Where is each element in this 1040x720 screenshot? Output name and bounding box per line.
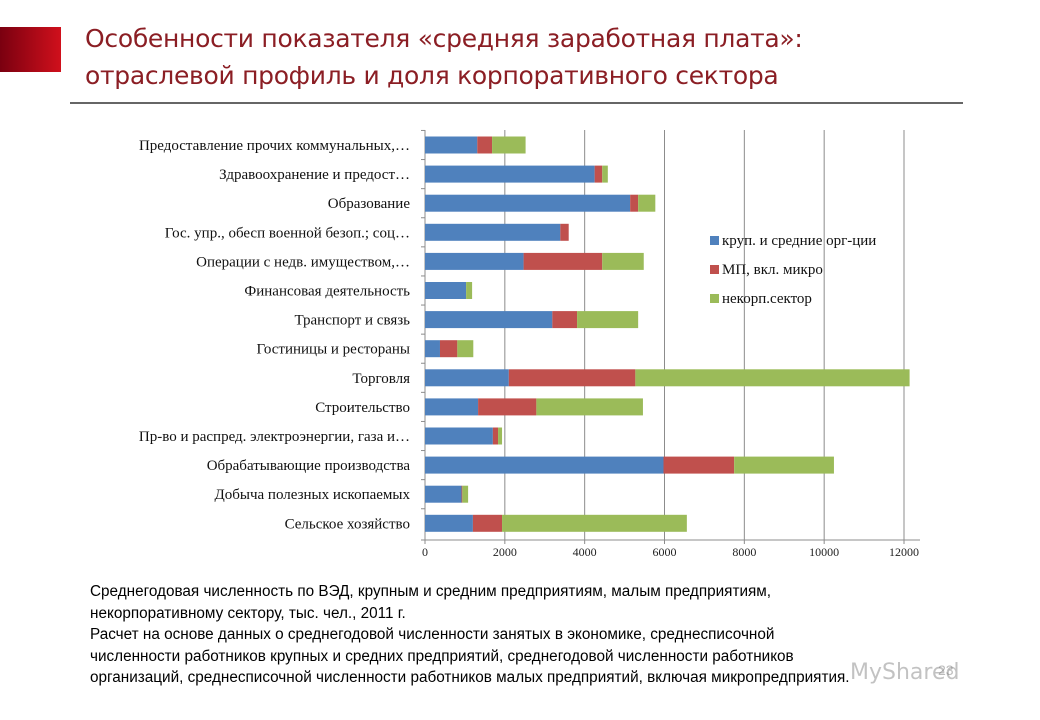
bar-segment-1 [425, 252, 524, 270]
bar-segment-1 [425, 282, 467, 299]
x-tick-label: 4000 [573, 545, 597, 559]
x-tick-label: 12000 [889, 545, 919, 559]
bar-segment-3 [635, 369, 910, 387]
bar-segment-3 [498, 427, 503, 445]
category-label: Операции с недв. имуществом,… [196, 254, 410, 270]
bar-segment-2 [461, 485, 463, 503]
chart-notes: Среднегодовая численность по ВЭД, крупны… [90, 581, 1030, 689]
bar-segment-2 [523, 252, 603, 270]
legend-swatch [710, 294, 719, 303]
page-number: 23 [938, 662, 954, 678]
bar-segment-2 [508, 369, 636, 387]
category-label: Обрабатывающие производства [207, 458, 411, 474]
category-label: Гос. упр., обесп военной безоп.; соц… [165, 225, 410, 241]
bar-segment-1 [425, 485, 462, 503]
note-line: организаций, среднесписочной численности… [90, 669, 850, 686]
bar-segment-2 [477, 136, 493, 154]
bar-segment-3 [577, 311, 639, 329]
bar-segment-1 [425, 311, 553, 329]
bar-segment-1 [425, 165, 595, 183]
category-label: Образование [328, 196, 411, 212]
bar-segment-1 [425, 369, 509, 387]
bar-segment-1 [425, 398, 479, 416]
title-divider [70, 102, 963, 104]
category-label: Сельское хозяйство [285, 516, 410, 532]
x-tick-label: 2000 [493, 545, 517, 559]
bar-segment-2 [663, 456, 735, 474]
x-tick-label: 8000 [732, 545, 756, 559]
note-line: некорпоративному сектору, тыс. чел., 201… [90, 604, 406, 622]
bar-segment-3 [536, 398, 643, 416]
legend-label: МП, вкл. микро [722, 262, 823, 278]
x-tick-label: 0 [422, 545, 428, 559]
category-label: Здравоохранение и предост… [219, 167, 410, 183]
bar-segment-3 [638, 194, 656, 212]
stacked-bar-chart: Предоставление прочих коммунальных,… Здра… [139, 129, 920, 559]
category-label: Гостиницы и рестораны [257, 342, 410, 358]
bar-segment-1 [425, 456, 664, 474]
bar-segment-2 [594, 165, 603, 183]
legend-label: некорп.сектор [722, 291, 812, 307]
category-label: Финансовая деятельность [244, 284, 410, 300]
bar-segment-1 [425, 136, 478, 154]
bar-segment-1 [425, 223, 561, 241]
bar-segment-1 [425, 514, 473, 532]
bar-segment-3 [602, 252, 644, 270]
note-line: Среднегодовая численность по ВЭД, крупны… [90, 583, 772, 600]
watermark-logo: MyShared [850, 660, 960, 685]
bar-segment-3 [466, 282, 473, 299]
bar-segment-3 [502, 514, 687, 532]
bar-segment-2 [478, 398, 537, 416]
note-line: Расчет на основе данных о среднегодовой … [90, 626, 775, 643]
page-title-line1: Особенности показателя «средняя заработн… [85, 24, 803, 53]
bar-segment-1 [425, 194, 631, 212]
bar-segment-2 [560, 223, 569, 241]
bar-segment-2 [439, 340, 458, 358]
bar-segment-2 [492, 427, 499, 445]
legend-label: круп. и средние орг-ции [722, 233, 876, 249]
category-label: Пр-во и распред. электроэнергии, газа и… [139, 429, 410, 445]
bar-segment-3 [492, 136, 526, 154]
bar-segment-3 [462, 485, 469, 503]
category-label: Строительство [315, 400, 410, 416]
page-title-line2: отраслевой профиль и доля корпоративного… [85, 61, 779, 90]
legend-swatch [710, 265, 719, 274]
bar-segment-1 [425, 427, 493, 445]
bar-segment-2 [630, 194, 639, 212]
note-line: численности работников крупных и средних… [90, 647, 794, 665]
bar-segment-3 [602, 165, 608, 183]
bar-segment-3 [734, 456, 834, 474]
bar-segment-2 [472, 514, 503, 532]
category-label: Транспорт и связь [294, 313, 410, 329]
category-label: Торговля [352, 371, 410, 387]
x-tick-label: 6000 [653, 545, 677, 559]
category-label: Предоставление прочих коммунальных,… [139, 138, 410, 154]
bar-segment-3 [457, 340, 474, 358]
x-tick-label: 10000 [809, 545, 839, 559]
title-accent-block [0, 27, 61, 72]
legend-swatch [710, 236, 719, 245]
bar-segment-1 [425, 340, 440, 358]
category-label: Добыча полезных ископаемых [215, 487, 411, 503]
bar-segment-2 [552, 311, 578, 329]
